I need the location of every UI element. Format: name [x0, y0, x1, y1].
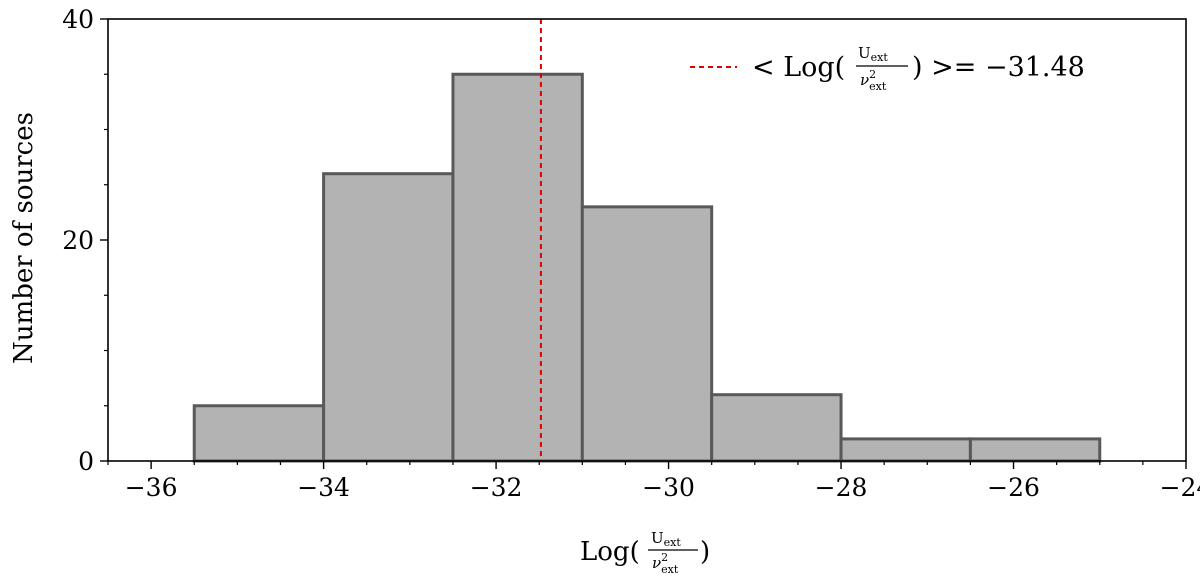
histogram-bar: [710, 393, 843, 463]
x-tick-label: −34: [297, 473, 350, 502]
x-label-den-sup: 2: [661, 551, 668, 564]
x-tick-label: −32: [470, 473, 523, 502]
legend-fraction: Uext ν2 ext: [856, 44, 908, 93]
x-axis-label-fraction: Uext ν2 ext: [648, 529, 698, 576]
y-axis-label: Number of sources: [9, 112, 39, 364]
legend-text-prefix: < Log(: [752, 52, 845, 83]
legend-den-main: ν: [860, 71, 869, 89]
x-label-denominator: ν2 ext: [652, 551, 679, 576]
legend-numerator: Uext: [858, 44, 888, 64]
y-ticks: 0 20 40: [62, 5, 108, 476]
histogram-bar: [192, 404, 326, 463]
x-axis-label: Log( Uext ν2 ext ): [580, 529, 710, 576]
legend-den-sub: ext: [869, 80, 887, 93]
bars-group: [192, 72, 1102, 463]
x-label-den-main: ν: [652, 554, 661, 572]
legend-text-suffix: ) >= −31.48: [912, 52, 1085, 83]
x-label-numerator: Uext: [651, 529, 681, 549]
legend-denominator: ν2 ext: [860, 68, 887, 93]
legend: < Log( Uext ν2 ext ) >= −31.48: [690, 44, 1085, 93]
y-tick-label: 20: [62, 226, 94, 255]
x-label-den-sub: ext: [661, 563, 679, 576]
legend-num-main: U: [858, 44, 871, 62]
x-ticks: −36 −34 −32 −30 −28 −26 −24: [107, 461, 1200, 502]
x-tick-label: −36: [125, 473, 178, 502]
x-tick-label: −24: [1160, 473, 1200, 502]
histogram-bar: [322, 172, 455, 463]
x-label-num-sub: ext: [664, 536, 682, 549]
y-tick-label: 0: [78, 447, 94, 476]
legend-num-sub: ext: [871, 51, 889, 64]
y-tick-label: 40: [62, 5, 94, 34]
x-tick-label: −26: [987, 473, 1040, 502]
x-axis-label-prefix: Log(: [580, 537, 640, 567]
x-tick-label: −30: [642, 473, 695, 502]
x-tick-label: −28: [815, 473, 868, 502]
histogram-bar: [580, 205, 714, 463]
x-label-num-main: U: [651, 529, 664, 547]
legend-den-sup: 2: [869, 68, 876, 81]
histogram-bar: [968, 437, 1102, 463]
histogram-bar: [839, 437, 972, 463]
histogram-bar: [451, 72, 584, 463]
x-axis-label-suffix: ): [700, 537, 710, 567]
